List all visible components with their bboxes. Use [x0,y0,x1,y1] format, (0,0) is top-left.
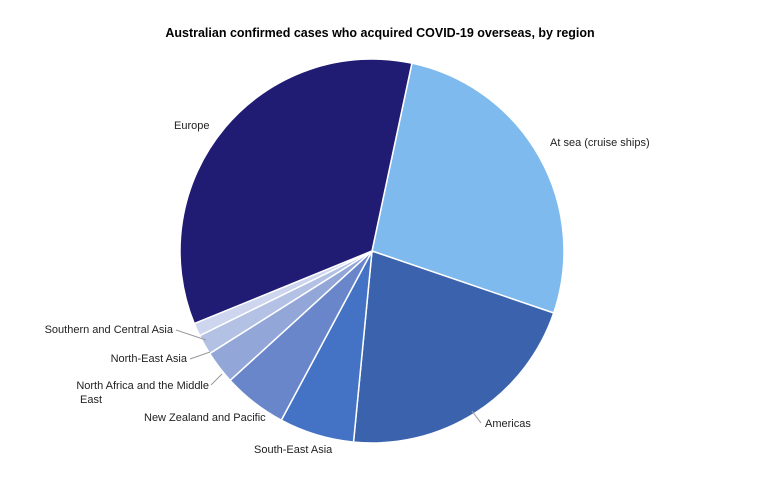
slice-label: Americas [485,418,531,430]
slice-label: Southern and Central Asia [45,324,174,336]
leader-line [189,351,211,360]
pie-slice-at-sea-cruise-ships [371,62,565,314]
slices-layer [179,58,565,444]
leader-line [210,373,223,386]
pie-slice-europe [179,58,413,325]
slice-label: South-East Asia [254,444,333,456]
slice-label: New Zealand and Pacific [144,412,266,424]
slice-label: At sea (cruise ships) [550,137,650,149]
leader-line [471,410,482,424]
slice-label: North Africa and the Middle East [76,380,209,406]
labels-layer: At sea (cruise ships) Americas South-East … [45,120,650,456]
slice-label: North-East Asia [111,353,188,365]
pie-slice-americas [352,249,555,444]
leader-line [175,329,207,341]
slice-label: Europe [174,120,209,132]
chart-title: Australian confirmed cases who acquired … [165,26,595,40]
leaders-layer [175,329,482,424]
